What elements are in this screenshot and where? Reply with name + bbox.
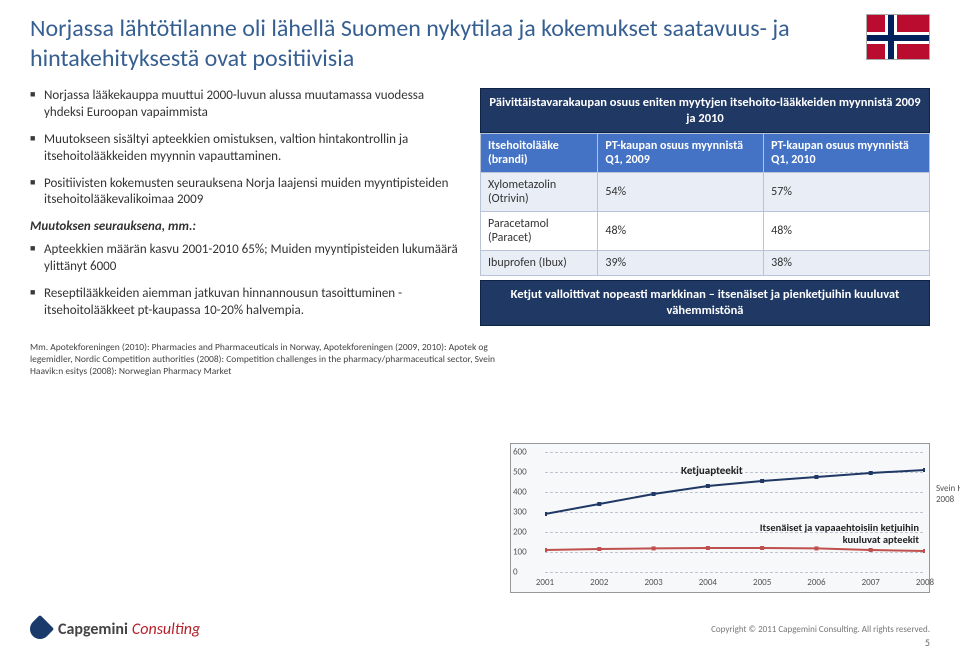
- table-header: Itsehoitolääke (brandi): [481, 134, 598, 173]
- table-header-row: Itsehoitolääke (brandi) PT-kaupan osuus …: [481, 134, 930, 173]
- banner-top: Päivittäistavarakaupan osuus eniten myyt…: [480, 88, 930, 133]
- norway-flag-icon: [866, 14, 930, 60]
- table-cell: 48%: [598, 212, 764, 251]
- bullet-item: Norjassa lääkekauppa muuttui 2000-luvun …: [30, 88, 458, 122]
- chart-series-label: Ketjuapteekit: [681, 464, 743, 477]
- market-share-table: Itsehoitolääke (brandi) PT-kaupan osuus …: [480, 133, 930, 276]
- table-row: Paracetamol (Paracet) 48% 48%: [481, 212, 930, 251]
- table-cell: Ibuprofen (Ibux): [481, 251, 598, 276]
- bullets-bottom: Apteekkien määrän kasvu 2001-2010 65%; M…: [30, 242, 458, 320]
- table-header: PT-kaupan osuus myynnistä Q1, 2009: [598, 134, 764, 173]
- right-column: Päivittäistavarakaupan osuus eniten myyt…: [480, 88, 930, 330]
- bullet-item: Positiivisten kokemusten seurauksena Nor…: [30, 176, 458, 210]
- table-cell: 54%: [598, 173, 764, 212]
- bullets-top: Norjassa lääkekauppa muuttui 2000-luvun …: [30, 88, 458, 209]
- subhead: Muutoksen seurauksena, mm.:: [30, 219, 458, 234]
- table-header: PT-kaupan osuus myynnistä Q1, 2010: [764, 134, 930, 173]
- table-cell: 39%: [598, 251, 764, 276]
- table-cell: Xylometazolin (Otrivin): [481, 173, 598, 212]
- table-row: Ibuprofen (Ibux) 39% 38%: [481, 251, 930, 276]
- citation-text: Mm. Apotekforeningen (2010): Pharmacies …: [0, 330, 538, 378]
- table-cell: Paracetamol (Paracet): [481, 212, 598, 251]
- pharmacy-chart: 0100200300400500600200120022003200420052…: [510, 443, 930, 593]
- page-number: 5: [925, 636, 930, 649]
- left-column: Norjassa lääkekauppa muuttui 2000-luvun …: [30, 88, 480, 330]
- logo-icon: [26, 615, 54, 643]
- table-row: Xylometazolin (Otrivin) 54% 57%: [481, 173, 930, 212]
- banner-bottom: Ketjut valloittivat nopeasti markkinan –…: [480, 280, 930, 325]
- copyright-text: Copyright © 2011 Capgemini Consulting. A…: [711, 624, 930, 635]
- chart-series-label: Itsenäiset ja vapaaehtoisiin ketjuihin k…: [749, 522, 919, 546]
- logo-text: CapgeminiConsulting: [58, 620, 200, 639]
- capgemini-logo: CapgeminiConsulting: [30, 619, 200, 639]
- bullet-item: Apteekkien määrän kasvu 2001-2010 65%; M…: [30, 242, 458, 276]
- table-cell: 57%: [764, 173, 930, 212]
- table-cell: 48%: [764, 212, 930, 251]
- bullet-item: Reseptilääkkeiden aiemman jatkuvan hinna…: [30, 286, 458, 320]
- bullet-item: Muutokseen sisältyi apteekkien omistukse…: [30, 132, 458, 166]
- page-title: Norjassa lähtötilanne oli lähellä Suomen…: [30, 14, 846, 74]
- chart-credit: Svein Haavik, 2008: [936, 483, 960, 505]
- table-cell: 38%: [764, 251, 930, 276]
